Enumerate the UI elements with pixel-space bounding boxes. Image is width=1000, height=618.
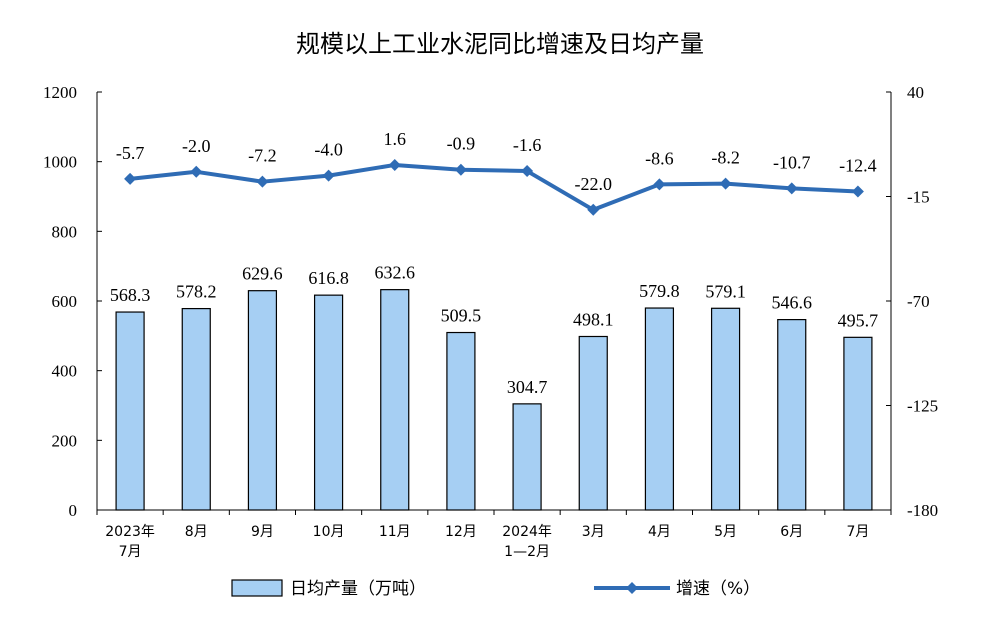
bar-data-label: 578.2: [176, 282, 217, 302]
x-tick-label: 3月: [582, 524, 605, 540]
bar: [777, 319, 807, 511]
bar: [446, 331, 476, 511]
legend-line-label: 增速（%）: [676, 579, 760, 599]
x-tick-label: 11月: [379, 524, 411, 540]
bar-data-label: 495.7: [838, 310, 879, 330]
bar-data-label: 616.8: [308, 268, 349, 288]
x-tick-label: 2023年: [105, 524, 155, 540]
bar: [644, 307, 675, 511]
line-data-label: -8.6: [645, 148, 674, 168]
growth-line: [129, 162, 859, 212]
bar-data-label: 546.6: [772, 293, 813, 313]
line-marker: [851, 185, 864, 198]
x-tick-label: 12月: [445, 524, 477, 540]
line-data-label: -22.0: [575, 174, 613, 194]
line-data-label: -8.2: [711, 148, 740, 168]
plot-area: 0 200 400 600 800 1000 1200 -180 -125 -70 -15 40 202…: [43, 83, 938, 560]
x-tick-label: 9月: [251, 524, 274, 540]
right-tick-label: -15: [907, 188, 930, 207]
bar: [313, 294, 344, 511]
line-marker: [256, 175, 269, 188]
line-data-label: -1.6: [513, 135, 542, 155]
left-tick-label: 600: [52, 292, 78, 311]
line-data-label: -0.9: [447, 134, 476, 154]
right-tick-label: -180: [907, 501, 938, 520]
left-tick-label: 1200: [43, 83, 77, 102]
right-tick-label: 40: [907, 83, 924, 102]
bar-data-label: 498.1: [573, 309, 614, 329]
bar: [115, 311, 145, 511]
legend-bar-label: 日均产量（万吨）: [290, 579, 426, 599]
x-tick-label: 8月: [185, 524, 208, 540]
bar-data-label: 509.5: [441, 306, 482, 326]
line-marker: [521, 165, 534, 178]
bar: [181, 307, 211, 511]
line-marker: [785, 182, 798, 195]
right-tick-label: -70: [907, 292, 930, 311]
legend-line-marker: [626, 582, 638, 594]
left-tick-label: 1000: [43, 153, 77, 172]
left-tick-label: 400: [52, 362, 78, 381]
x-tick-label: 4月: [648, 524, 671, 540]
x-tick-label: 6月: [780, 524, 803, 540]
right-tick-label: -125: [907, 397, 938, 416]
bar: [512, 403, 542, 511]
line-marker: [653, 178, 666, 191]
line-marker: [454, 163, 467, 176]
line-data-label: -2.0: [182, 136, 211, 156]
bar-data-label: 579.8: [639, 281, 680, 301]
line-marker: [124, 172, 137, 185]
line-data-label: -12.4: [839, 156, 877, 176]
x-tick-label: 7月: [119, 544, 142, 560]
left-tick-label: 0: [69, 501, 78, 520]
line-marker: [388, 158, 401, 171]
line-marker: [322, 169, 335, 182]
bar: [843, 336, 873, 511]
x-tick-label: 5月: [714, 524, 737, 540]
line-marker: [587, 203, 600, 216]
line-data-label: 1.6: [384, 129, 407, 149]
bar-data-label: 632.6: [375, 263, 416, 283]
x-tick-label: 7月: [846, 524, 869, 540]
line-data-label: -7.2: [248, 146, 277, 166]
bar-data-label: 579.1: [705, 281, 746, 301]
x-tick-label: 2024年: [502, 524, 552, 540]
left-tick-label: 200: [52, 431, 78, 450]
legend-bar-swatch: [231, 579, 283, 597]
line-marker: [719, 177, 732, 190]
chart-title: 规模以上工业水泥同比增速及日均产量: [296, 30, 704, 58]
left-tick-label: 800: [52, 222, 78, 241]
x-tick-label: 10月: [313, 524, 345, 540]
line-data-label: -5.7: [116, 143, 145, 163]
legend: 日均产量（万吨） 增速（%）: [231, 579, 760, 599]
bar-data-label: 568.3: [110, 285, 151, 305]
line-marker: [190, 165, 203, 178]
line-data-label: -4.0: [314, 140, 343, 160]
line-data-label: -10.7: [773, 152, 811, 172]
bar: [578, 335, 608, 511]
bar: [247, 290, 278, 511]
x-tick-label: 1—2月: [504, 544, 550, 560]
bar: [380, 289, 410, 511]
bar: [710, 307, 741, 511]
bar-data-label: 629.6: [242, 264, 283, 284]
bar-data-label: 304.7: [507, 377, 548, 397]
